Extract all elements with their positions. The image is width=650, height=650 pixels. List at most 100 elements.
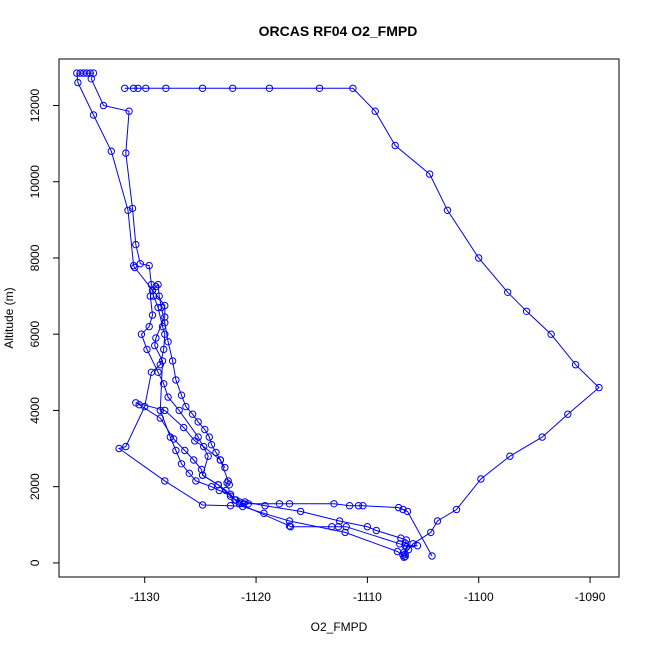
data-point bbox=[285, 517, 294, 525]
data-point bbox=[156, 361, 165, 369]
data-point bbox=[226, 490, 235, 498]
series-3 bbox=[115, 280, 408, 561]
data-point bbox=[223, 479, 231, 487]
y-tick-label: 4000 bbox=[28, 397, 42, 424]
data-point bbox=[400, 553, 408, 561]
data-point bbox=[427, 528, 435, 537]
chart-title: ORCAS RF04 O2_FMPD bbox=[259, 23, 418, 39]
data-point bbox=[399, 551, 407, 559]
data-point bbox=[177, 391, 186, 399]
data-point bbox=[137, 330, 146, 338]
data-point bbox=[181, 446, 189, 455]
data-point bbox=[136, 260, 145, 268]
data-point bbox=[241, 498, 249, 506]
data-point bbox=[564, 410, 572, 418]
data-point bbox=[164, 338, 172, 346]
data-point bbox=[409, 540, 417, 548]
data-point bbox=[142, 84, 150, 93]
data-point bbox=[156, 414, 165, 422]
data-point bbox=[141, 402, 149, 411]
data-point bbox=[232, 496, 240, 504]
data-point bbox=[154, 280, 162, 289]
data-point bbox=[207, 483, 216, 491]
data-point bbox=[89, 111, 98, 119]
data-point bbox=[413, 542, 422, 550]
data-point bbox=[160, 345, 168, 354]
data-point bbox=[158, 357, 167, 365]
x-tick-label: -1100 bbox=[464, 590, 494, 604]
data-point bbox=[315, 84, 324, 93]
series-line bbox=[124, 87, 600, 553]
data-point bbox=[191, 437, 199, 445]
data-point bbox=[433, 517, 442, 525]
y-axis-label: Altitude (m) bbox=[2, 287, 16, 348]
data-point bbox=[155, 292, 163, 300]
y-tick-label: 8000 bbox=[28, 244, 42, 271]
data-point bbox=[354, 502, 363, 510]
data-point bbox=[212, 448, 220, 457]
x-tick-label: -1120 bbox=[241, 590, 271, 604]
data-point bbox=[197, 465, 206, 474]
data-point bbox=[403, 507, 412, 516]
data-point bbox=[443, 206, 452, 215]
data-point bbox=[143, 345, 151, 354]
data-point bbox=[216, 456, 225, 464]
data-point bbox=[285, 500, 294, 508]
data-point bbox=[475, 254, 483, 262]
data-point bbox=[342, 523, 350, 531]
data-point bbox=[226, 492, 235, 500]
data-point bbox=[341, 528, 349, 537]
y-tick-label: 0 bbox=[28, 559, 42, 566]
data-point bbox=[571, 361, 580, 369]
data-point bbox=[190, 456, 198, 464]
data-point bbox=[222, 486, 230, 495]
data-point bbox=[506, 452, 514, 460]
data-point bbox=[125, 107, 133, 115]
data-point bbox=[185, 469, 194, 477]
series-line bbox=[135, 402, 408, 544]
x-tick-label: -1110 bbox=[353, 590, 382, 604]
plot-frame bbox=[58, 58, 620, 578]
data-point bbox=[330, 500, 338, 508]
data-point bbox=[160, 380, 168, 388]
y-tick-label: 10000 bbox=[28, 165, 42, 199]
data-point bbox=[152, 334, 160, 342]
data-point bbox=[151, 341, 159, 350]
data-point bbox=[275, 500, 284, 508]
data-point bbox=[396, 540, 404, 548]
data-point bbox=[296, 507, 305, 516]
data-point bbox=[394, 503, 403, 512]
data-point bbox=[538, 433, 546, 441]
data-point bbox=[145, 322, 153, 331]
x-tick-label: -1130 bbox=[130, 590, 160, 604]
data-point bbox=[285, 522, 294, 530]
data-point bbox=[157, 303, 166, 312]
data-point bbox=[239, 502, 247, 511]
data-point bbox=[201, 425, 209, 434]
data-point bbox=[194, 418, 202, 426]
data-point bbox=[172, 446, 180, 455]
data-point bbox=[261, 502, 269, 510]
data-point bbox=[192, 477, 200, 485]
data-point bbox=[221, 463, 229, 472]
series-4 bbox=[121, 84, 603, 556]
series-1 bbox=[73, 69, 436, 561]
data-point bbox=[265, 84, 274, 93]
data-point bbox=[168, 357, 177, 365]
data-point bbox=[504, 288, 512, 296]
data-point bbox=[147, 368, 156, 376]
data-point bbox=[200, 442, 208, 451]
data-point bbox=[177, 460, 186, 468]
data-point bbox=[124, 206, 132, 215]
data-point bbox=[74, 78, 82, 87]
data-point bbox=[129, 84, 138, 93]
data-point bbox=[391, 141, 399, 150]
data-point bbox=[188, 410, 197, 418]
data-point bbox=[547, 330, 555, 338]
data-point bbox=[595, 383, 603, 392]
data-point bbox=[397, 534, 405, 542]
data-point bbox=[161, 406, 169, 415]
x-axis-label: O2_FMPD bbox=[311, 620, 368, 634]
data-point bbox=[76, 69, 84, 77]
